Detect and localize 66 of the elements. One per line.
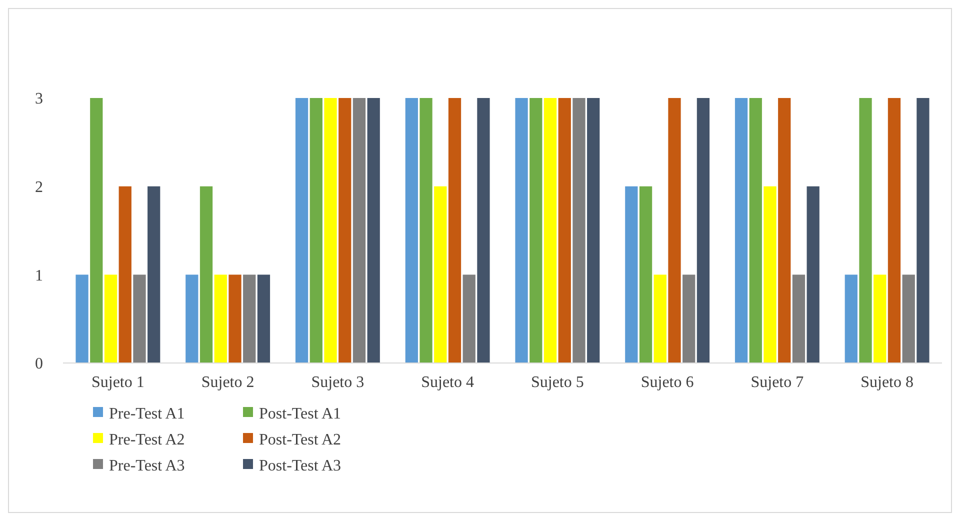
bar	[76, 274, 88, 363]
y-tick-label: 3	[35, 90, 43, 108]
bar	[515, 98, 528, 363]
bar	[654, 274, 666, 363]
legend-label: Post-Test A3	[259, 458, 341, 475]
bar	[888, 98, 901, 363]
bar	[338, 98, 352, 363]
bar	[434, 186, 447, 363]
bar	[214, 274, 227, 363]
bar	[257, 274, 270, 363]
y-tick-label: 2	[35, 178, 43, 196]
bar	[544, 98, 557, 363]
x-tick-label: Sujeto 3	[311, 374, 364, 391]
bar	[572, 98, 586, 363]
bar	[104, 274, 118, 363]
x-tick-label: Sujeto 5	[530, 374, 584, 391]
bar	[764, 186, 776, 363]
bar	[295, 98, 308, 363]
x-tick-label: Sujeto 4	[421, 374, 474, 391]
x-tick-label: Sujeto 2	[201, 374, 254, 391]
bar	[477, 98, 490, 363]
x-tick-label: Sujeto 7	[750, 374, 804, 391]
bar	[778, 98, 791, 363]
y-tick-label: 1	[35, 267, 43, 284]
bar	[462, 274, 476, 363]
bar	[530, 98, 542, 363]
bar	[859, 98, 872, 363]
x-tick-label: Sujeto 1	[91, 374, 144, 391]
bar	[352, 98, 366, 363]
bar	[587, 98, 600, 363]
legend-label: Post-Test A1	[259, 406, 341, 423]
bar	[916, 98, 930, 363]
legend-label: Pre-Test A1	[109, 406, 185, 423]
bar	[734, 98, 748, 363]
bar	[186, 274, 198, 363]
bar	[243, 274, 256, 363]
bar	[625, 186, 638, 363]
bar	[668, 98, 681, 363]
bar	[639, 186, 652, 363]
bar	[874, 274, 886, 363]
legend-label: Post-Test A2	[259, 432, 341, 449]
bar	[367, 98, 380, 363]
bar	[310, 98, 322, 363]
bar	[558, 98, 571, 363]
bar	[696, 98, 710, 363]
bar	[133, 274, 146, 363]
bar	[844, 274, 858, 363]
bar	[200, 186, 213, 363]
bar	[749, 98, 762, 363]
bar	[324, 98, 337, 363]
legend-label: Pre-Test A3	[109, 458, 185, 475]
x-tick-label: Sujeto 6	[640, 374, 694, 391]
bar	[148, 186, 160, 363]
bar	[902, 274, 915, 363]
bar	[90, 98, 103, 363]
bar	[806, 186, 820, 363]
bar	[420, 98, 432, 363]
x-tick-label: Sujeto 8	[860, 374, 914, 391]
bar	[405, 98, 418, 363]
bar	[792, 274, 806, 363]
legend-label: Pre-Test A2	[109, 432, 185, 449]
bar	[118, 186, 132, 363]
y-tick-label: 0	[35, 356, 43, 373]
bar	[228, 274, 242, 363]
bar	[448, 98, 462, 363]
bar	[682, 274, 696, 363]
